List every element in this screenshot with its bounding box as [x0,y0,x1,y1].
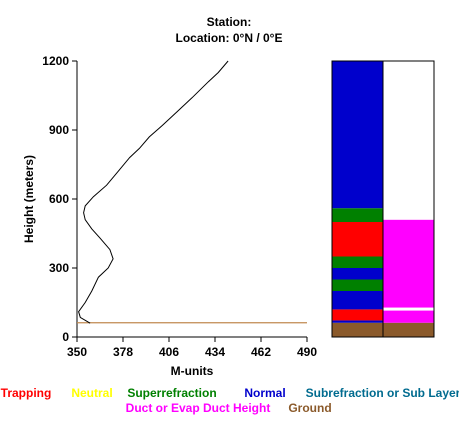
location-label: Location: 0°N / 0°E [176,31,283,45]
duct-column-segment [383,307,434,311]
y-axis-ticks: 0 300 600 900 1200 [42,54,77,344]
legend: Trapping Neutral Superrefraction Normal Subr… [1,386,459,415]
x-tick-label: 462 [251,345,271,359]
y-tick-label: 1200 [42,54,69,68]
y-tick-label: 0 [62,330,69,344]
refraction-column-segment [332,320,383,323]
refraction-column-segment [332,222,383,257]
legend-item: Trapping [1,386,52,400]
refraction-column-segment [332,268,383,280]
legend-item: Neutral [71,386,112,400]
refraction-column-segment [332,291,383,310]
y-tick-label: 600 [49,192,69,206]
legend-item: Subrefraction or Sub Layer [306,386,459,400]
refraction-column-segment [332,322,383,337]
duct-height-column [382,60,435,338]
legend-item: Ground [288,401,331,415]
refraction-column-segment [332,279,383,291]
refraction-column-segment [332,208,383,222]
legend-item: Superrefraction [127,386,216,400]
legend-item: Normal [244,386,285,400]
duct-column-segment [383,322,434,337]
x-tick-label: 378 [113,345,133,359]
station-label: Station: [207,15,252,29]
refraction-column-segment [332,256,383,268]
x-axis-label: M-units [171,364,214,378]
duct-column-segment [383,310,434,323]
x-tick-label: 490 [297,345,317,359]
y-tick-label: 300 [49,261,69,275]
x-axis-ticks: 350 378 406 434 462 490 [67,337,317,359]
y-axis-label: Height (meters) [22,155,36,243]
refraction-column-segment [332,61,383,209]
refraction-column-segment [332,309,383,321]
legend-item: Duct or Evap Duct Height [126,401,271,415]
refraction-class-column [331,60,384,338]
y-tick-label: 900 [49,123,69,137]
duct-column-segment [383,219,434,308]
plot-area [76,60,307,338]
x-tick-label: 434 [205,345,225,359]
m-unit-profile-line [78,60,229,324]
x-tick-label: 350 [67,345,87,359]
duct-column-segment [383,61,434,220]
x-tick-label: 406 [159,345,179,359]
duct-column-border [382,60,435,338]
